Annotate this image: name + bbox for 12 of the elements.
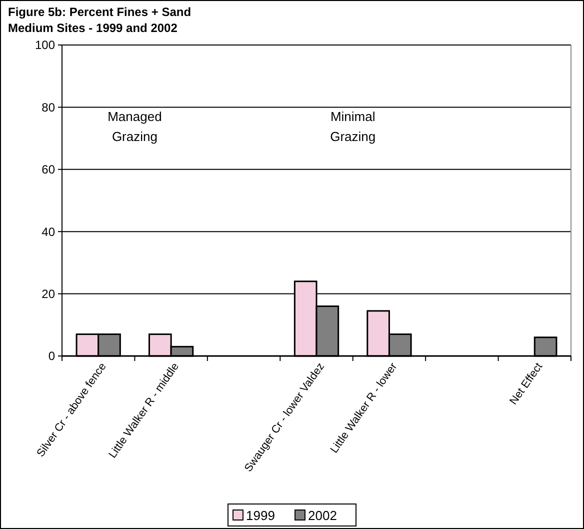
y-tick-label: 100 [34, 38, 56, 52]
chart-subtitle: Medium Sites - 1999 and 2002 [8, 21, 178, 35]
y-tick-label: 80 [42, 100, 56, 114]
y-tick-label: 20 [42, 287, 56, 301]
y-tick-label: 40 [42, 224, 56, 239]
legend-label: 1999 [246, 508, 275, 523]
annotation: Minimal Grazing [330, 109, 376, 144]
annotation: Managed Grazing [108, 109, 162, 144]
y-tick-label: 0 [48, 349, 56, 364]
legend-label: 2002 [308, 508, 337, 523]
y-tick-label: 60 [42, 162, 56, 177]
chart-title: Figure 5b: Percent Fines + Sand [8, 5, 192, 19]
